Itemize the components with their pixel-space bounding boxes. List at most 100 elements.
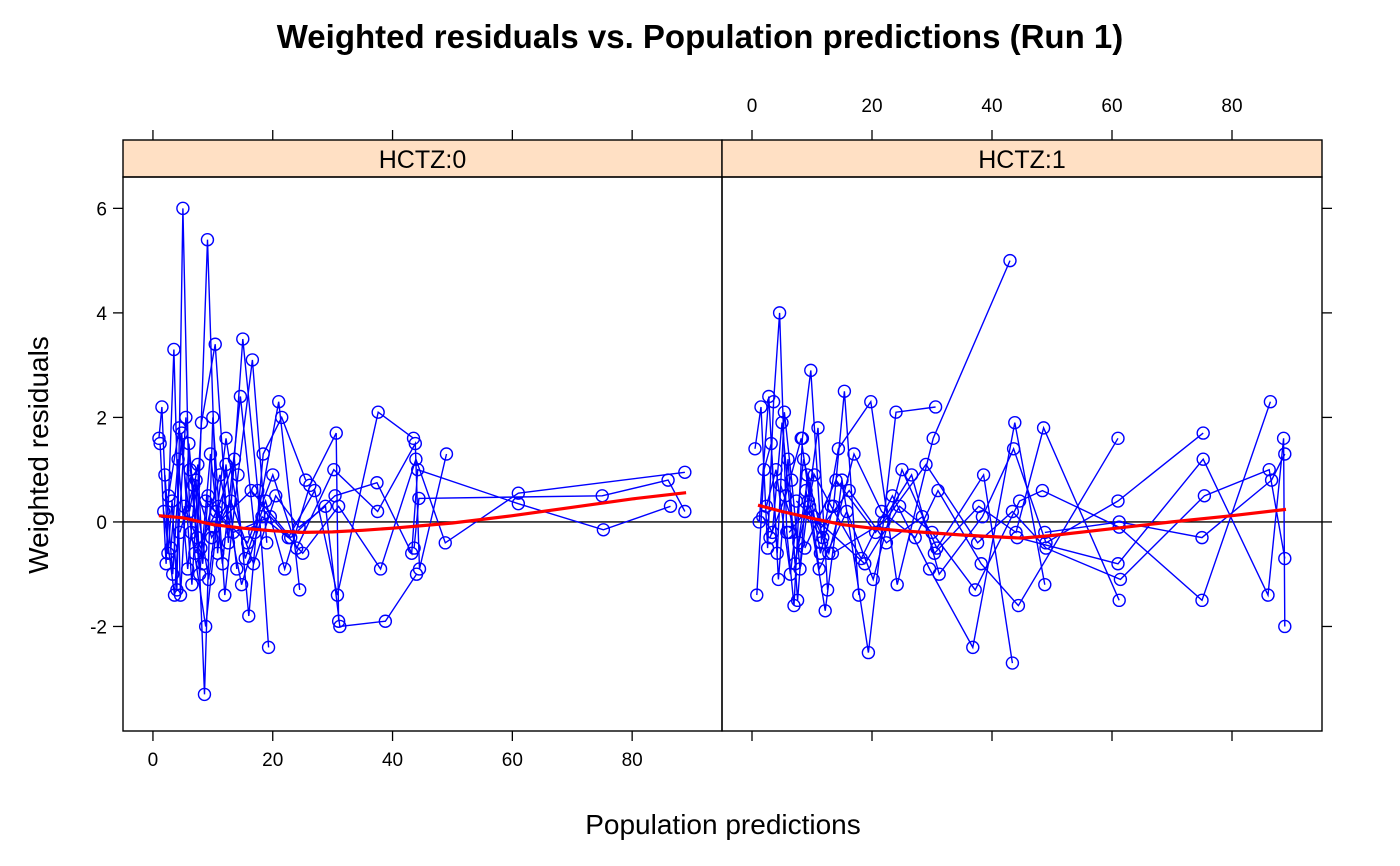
- data-point: [915, 510, 930, 524]
- data-point: [1261, 588, 1275, 602]
- x-tick-label: 20: [262, 750, 283, 771]
- data-point: [837, 384, 852, 398]
- series-line: [1017, 438, 1286, 627]
- data-point: [874, 504, 889, 519]
- data-point: [789, 494, 804, 508]
- data-point: [1005, 504, 1020, 519]
- data-point: [790, 593, 805, 608]
- data-point: [275, 410, 289, 425]
- data-point: [678, 504, 692, 519]
- data-point: [261, 640, 276, 655]
- data-point: [829, 473, 843, 487]
- series-line: [804, 432, 1204, 576]
- data-point: [1262, 462, 1276, 477]
- data-point: [596, 523, 611, 537]
- data-point: [1111, 494, 1125, 508]
- strip-label: HCTZ:1: [978, 146, 1066, 174]
- panel-strip: [122, 139, 723, 178]
- data-point: [831, 442, 846, 456]
- data-point: [167, 588, 182, 602]
- series-line: [812, 401, 1272, 602]
- data-point: [371, 405, 385, 419]
- x-tick-label: 40: [981, 96, 1002, 117]
- x-tick-label: 60: [502, 750, 523, 771]
- data-point: [1196, 426, 1210, 440]
- data-point: [1113, 572, 1128, 587]
- data-point: [411, 462, 425, 477]
- data-point: [240, 536, 255, 550]
- data-point: [373, 562, 388, 576]
- data-point: [1011, 598, 1026, 613]
- data-point: [840, 504, 854, 519]
- data-point: [439, 447, 454, 461]
- data-point: [173, 525, 187, 540]
- data-point: [256, 447, 270, 461]
- data-point: [966, 640, 980, 655]
- data-point: [215, 557, 230, 571]
- data-point: [155, 400, 169, 414]
- data-point: [1035, 483, 1050, 498]
- data-point: [233, 389, 248, 404]
- data-point: [408, 436, 423, 451]
- data-point: [198, 494, 213, 508]
- series-line: [756, 412, 829, 596]
- strip-label: HCTZ:0: [379, 146, 467, 174]
- data-point: [1197, 489, 1212, 503]
- data-point: [412, 491, 426, 506]
- data-point: [246, 557, 261, 571]
- data-point: [794, 431, 808, 446]
- data-point: [255, 510, 269, 524]
- data-point: [763, 530, 777, 545]
- data-point: [293, 583, 307, 597]
- data-point: [266, 468, 280, 482]
- data-point: [1005, 656, 1020, 670]
- data-point: [263, 510, 278, 524]
- data-point: [200, 233, 215, 247]
- data-point: [224, 494, 238, 508]
- chart-title: Weighted residuals vs. Population predic…: [277, 18, 1124, 55]
- data-point: [152, 431, 166, 446]
- panel-border: [122, 176, 723, 732]
- plot-area: HCTZ:0 0 20 40 60 80 HCTZ:1 0 20 40 60 80 -2 0 2 4 6: [90, 96, 1332, 771]
- y-tick-label: 6: [96, 199, 107, 220]
- data-point: [296, 546, 310, 561]
- data-point: [188, 546, 202, 561]
- data-point: [1012, 494, 1027, 508]
- data-point: [975, 510, 990, 524]
- data-point: [1278, 619, 1292, 634]
- data-point: [861, 645, 876, 660]
- data-point: [807, 468, 822, 482]
- series-line: [832, 463, 1286, 581]
- data-point: [327, 462, 341, 477]
- series-line: [164, 338, 270, 648]
- data-point: [818, 604, 832, 618]
- data-point: [1111, 431, 1125, 446]
- data-point: [177, 499, 191, 513]
- data-point: [663, 499, 678, 513]
- data-point: [1264, 473, 1279, 487]
- data-point: [1195, 530, 1209, 545]
- data-point: [974, 557, 988, 571]
- data-point: [769, 462, 783, 477]
- data-point: [167, 342, 181, 357]
- data-point: [1038, 577, 1052, 592]
- x-tick-label: 20: [861, 96, 882, 117]
- data-point: [754, 400, 768, 414]
- data-point: [1112, 593, 1126, 608]
- y-tick-label: -2: [90, 617, 107, 638]
- data-point: [333, 619, 347, 634]
- data-point: [307, 483, 322, 498]
- data-point: [825, 546, 840, 561]
- panel-border: [721, 176, 1323, 732]
- data-point: [204, 530, 219, 545]
- series-line: [769, 438, 1014, 664]
- x-tick-label: 80: [1221, 96, 1242, 117]
- data-point: [1006, 442, 1021, 456]
- smooth-line: [158, 491, 687, 535]
- data-point: [932, 567, 946, 581]
- data-point: [201, 572, 216, 587]
- data-point: [750, 588, 764, 602]
- series-line: [205, 457, 685, 571]
- data-point: [218, 588, 232, 602]
- data-point: [370, 476, 384, 490]
